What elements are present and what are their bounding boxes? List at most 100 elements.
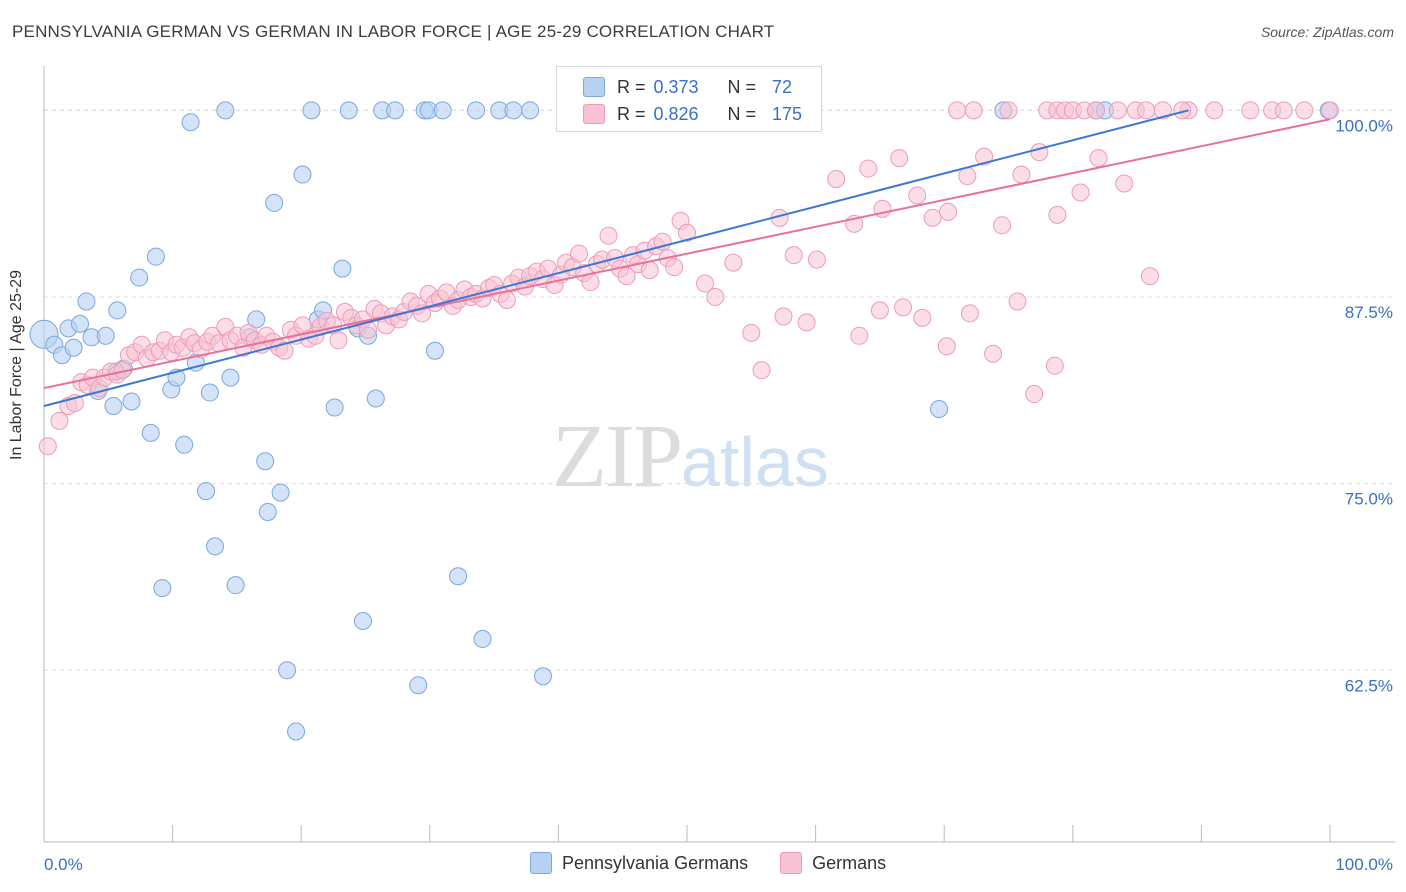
- legend-n-value: 72: [772, 76, 793, 97]
- data-point-germans: [1173, 101, 1192, 120]
- data-point-germans: [1115, 174, 1134, 193]
- y-axis-label: In Labor Force | Age 25-29: [8, 269, 25, 460]
- tick-labels: 62.5% 75.0% 87.5% 100.0% 0.0% 100.0%: [44, 116, 1393, 874]
- data-point-germans: [1030, 143, 1049, 162]
- data-point-pennsylvania-germans: [258, 503, 277, 522]
- data-point-germans: [937, 337, 956, 356]
- data-point-germans: [275, 341, 294, 360]
- axes: [43, 66, 1395, 843]
- data-point-pennsylvania-germans: [77, 292, 96, 311]
- data-point-germans: [1071, 183, 1090, 202]
- x-tick-label: 0.0%: [44, 855, 83, 874]
- data-point-germans: [993, 216, 1012, 235]
- chart-title: PENNSYLVANIA GERMAN VS GERMAN IN LABOR F…: [12, 22, 775, 41]
- data-point-germans: [797, 313, 816, 332]
- data-point-pennsylvania-germans: [433, 101, 452, 120]
- data-point-pennsylvania-germans: [221, 368, 240, 387]
- legend-swatch-pink: [583, 104, 605, 124]
- data-point-pennsylvania-germans: [175, 435, 194, 454]
- data-point-germans: [908, 186, 927, 205]
- data-point-germans: [640, 261, 659, 280]
- data-point-germans: [948, 101, 967, 120]
- legend-item-pennsylvania-germans[interactable]: Pennsylvania Germans: [530, 852, 748, 874]
- data-point-pennsylvania-germans: [200, 383, 219, 402]
- trend-lines: [43, 109, 1331, 407]
- data-point-pennsylvania-germans: [247, 310, 266, 329]
- legend-swatch-pink: [780, 852, 803, 874]
- data-point-pennsylvania-germans: [409, 676, 428, 695]
- data-point-pennsylvania-germans: [366, 389, 385, 408]
- data-point-germans: [665, 258, 684, 277]
- data-point-germans: [1089, 149, 1108, 168]
- legend-r-label: R =: [617, 76, 646, 97]
- data-point-germans: [960, 304, 979, 323]
- data-point-germans: [894, 298, 913, 317]
- x-tick-label: 100.0%: [1335, 855, 1393, 874]
- data-point-pennsylvania-germans: [339, 101, 358, 120]
- data-point-germans: [706, 287, 725, 306]
- data-point-germans: [742, 323, 761, 342]
- data-point-germans: [38, 437, 57, 456]
- data-point-germans: [752, 361, 771, 380]
- data-point-pennsylvania-germans: [216, 101, 235, 120]
- data-point-pennsylvania-germans: [122, 392, 141, 411]
- legend-item-germans[interactable]: Germans: [780, 852, 886, 874]
- data-point-germans: [1205, 101, 1224, 120]
- data-point-germans: [1241, 101, 1260, 120]
- data-point-germans: [774, 307, 793, 326]
- data-point-pennsylvania-germans: [533, 667, 552, 686]
- data-point-pennsylvania-germans: [425, 341, 444, 360]
- series-legend: Pennsylvania Germans Germans: [530, 852, 918, 874]
- source-label: Source: ZipAtlas.com: [1260, 24, 1394, 40]
- data-point-germans: [1086, 101, 1105, 120]
- data-point-pennsylvania-germans: [108, 301, 127, 320]
- data-point-germans: [497, 290, 516, 309]
- data-point-pennsylvania-germans: [302, 101, 321, 120]
- data-point-germans: [939, 202, 958, 221]
- data-point-germans: [724, 253, 743, 272]
- data-point-germans: [617, 267, 636, 286]
- watermark: ZIPatlas: [552, 407, 829, 506]
- legend-row-pennsylvania-germans: R = 0.373 N = 72: [583, 75, 793, 99]
- data-point-pennsylvania-germans: [96, 326, 115, 345]
- data-point-germans: [1295, 101, 1314, 120]
- legend-swatch-blue: [583, 77, 605, 97]
- y-tick-label: 87.5%: [1345, 303, 1393, 322]
- data-point-germans: [1025, 385, 1044, 404]
- data-point-germans: [890, 149, 909, 168]
- y-tick-label: 75.0%: [1345, 490, 1393, 509]
- data-point-germans: [1140, 267, 1159, 286]
- data-point-germans: [1108, 101, 1127, 120]
- data-point-germans: [923, 208, 942, 227]
- data-point-pennsylvania-germans: [467, 101, 486, 120]
- data-point-germans: [1045, 356, 1064, 375]
- data-point-pennsylvania-germans: [130, 268, 149, 287]
- data-point-germans: [984, 344, 1003, 363]
- data-point-pennsylvania-germans: [271, 483, 290, 502]
- data-point-germans: [569, 244, 588, 263]
- legend-swatch-blue: [530, 852, 552, 874]
- data-point-germans: [827, 170, 846, 189]
- data-point-germans: [958, 167, 977, 186]
- data-point-pennsylvania-germans: [265, 193, 284, 212]
- data-point-germans: [964, 101, 983, 120]
- data-point-pennsylvania-germans: [449, 567, 468, 586]
- data-point-pennsylvania-germans: [521, 101, 540, 120]
- data-point-germans: [1012, 165, 1031, 184]
- y-tick-label: 100.0%: [1335, 116, 1393, 135]
- data-point-pennsylvania-germans: [473, 629, 492, 648]
- data-point-pennsylvania-germans: [287, 722, 306, 741]
- correlation-legend: R = 0.373 N = 72 R = 0.826 N = 175: [556, 66, 822, 132]
- data-point-pennsylvania-germans: [504, 101, 523, 120]
- data-point-pennsylvania-germans: [181, 113, 200, 132]
- data-point-germans: [1137, 101, 1156, 120]
- data-point-pennsylvania-germans: [146, 247, 165, 266]
- series-pennsylvania-germans: [29, 101, 1338, 741]
- trend-line-germans: [43, 118, 1331, 390]
- data-point-germans: [807, 250, 826, 269]
- data-point-germans: [329, 331, 348, 350]
- data-point-pennsylvania-germans: [293, 165, 312, 184]
- data-point-pennsylvania-germans: [353, 612, 372, 631]
- data-point-germans: [1008, 292, 1027, 311]
